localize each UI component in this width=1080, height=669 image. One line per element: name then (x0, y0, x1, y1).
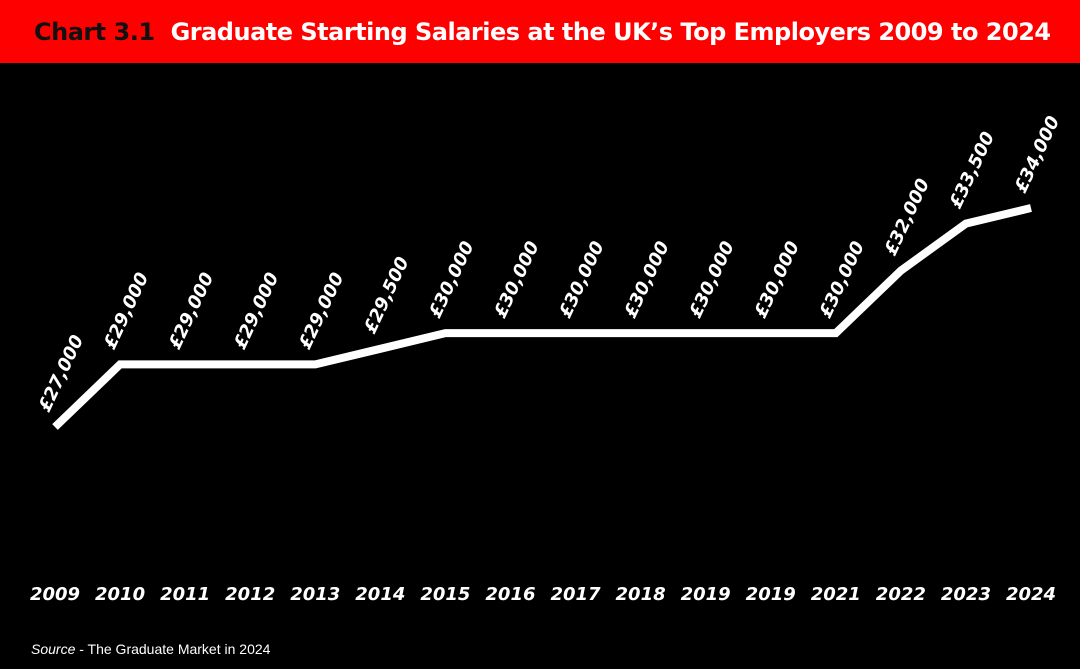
x-tick-label: 2018 (616, 584, 666, 605)
x-tick-label: 2019 (681, 584, 731, 605)
x-tick-label: 2016 (485, 584, 535, 605)
x-tick-label: 2015 (420, 584, 470, 605)
data-label: £33,500 (945, 129, 999, 212)
data-label: £29,000 (295, 269, 349, 352)
x-tick-label: 2023 (941, 584, 991, 605)
data-label: £29,500 (360, 254, 414, 337)
data-label: £30,000 (750, 238, 804, 321)
x-tick-label: 2024 (1006, 584, 1056, 605)
data-label: £29,000 (165, 269, 219, 352)
data-label: £30,000 (490, 238, 544, 321)
data-label: £30,000 (620, 238, 674, 321)
x-tick-label: 2014 (355, 584, 405, 605)
chart-header: Chart 3.1 Graduate Starting Salaries at … (0, 0, 1080, 63)
x-tick-label: 2010 (95, 584, 145, 605)
data-label: £30,000 (685, 238, 739, 321)
x-tick-label: 2009 (30, 584, 80, 605)
x-tick-label: 2011 (160, 584, 210, 605)
data-label: £29,000 (100, 269, 154, 352)
data-label: £30,000 (555, 238, 609, 321)
source-note: Source - The Graduate Market in 2024 (31, 641, 270, 657)
x-tick-label: 2017 (550, 584, 601, 605)
x-tick-label: 2012 (225, 584, 275, 605)
source-label: Source (31, 641, 76, 657)
source-text: - The Graduate Market in 2024 (75, 641, 271, 657)
x-tick-label: 2019 (746, 584, 796, 605)
x-tick-label: 2022 (876, 584, 926, 605)
chart-title: Graduate Starting Salaries at the UK’s T… (170, 17, 1052, 46)
x-tick-label: 2021 (811, 584, 861, 605)
series-line (52, 204, 1032, 430)
chart-number: Chart 3.1 (34, 17, 155, 46)
data-label: £29,000 (230, 269, 284, 352)
x-tick-label: 2013 (290, 584, 340, 605)
data-label: £30,000 (425, 238, 479, 321)
data-label: £34,000 (1010, 113, 1064, 196)
data-label: £32,000 (880, 176, 934, 259)
